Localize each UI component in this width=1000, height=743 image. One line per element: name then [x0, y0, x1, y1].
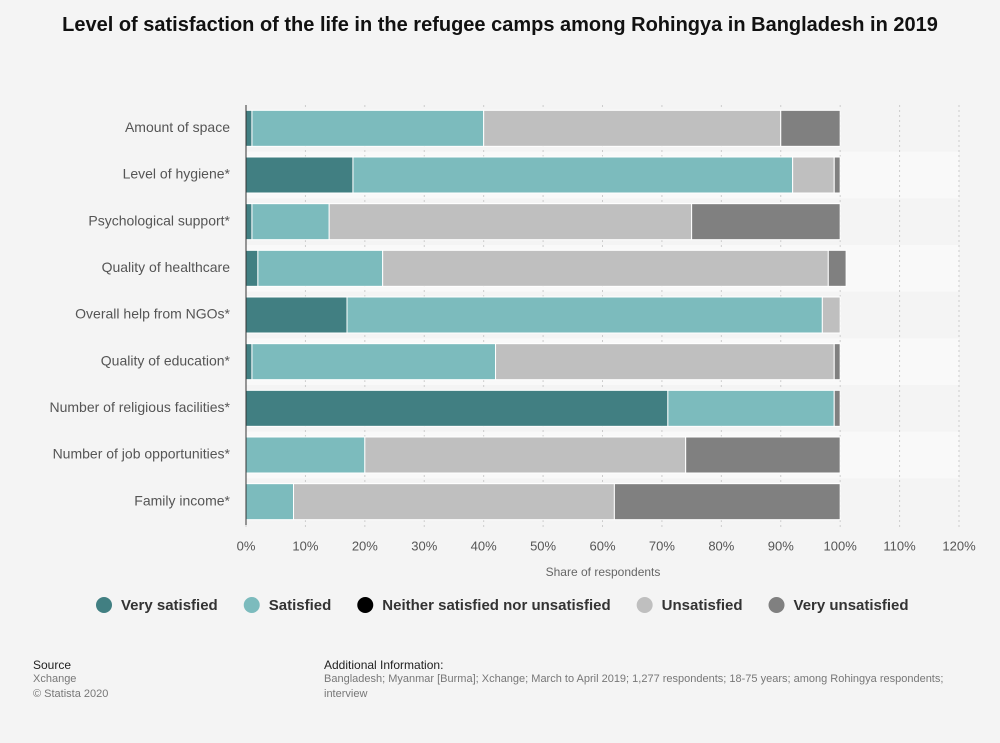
bar-segment [257, 249, 384, 287]
info: interview [324, 688, 368, 700]
x-tick-label: 80% [708, 538, 734, 553]
bar-segment [328, 203, 693, 241]
source-block: Source Xchange © Statista 2020 [33, 658, 108, 702]
y-tick-label: Number of religious facilities* [49, 399, 230, 415]
x-tick-label: 10% [292, 538, 318, 553]
y-tick-label: Quality of healthcare [102, 259, 231, 275]
legend-label: Unsatisfied [662, 597, 743, 614]
chart: Share of respondents 0% 10% 20% 30% 40% 50% 60… [49, 105, 976, 614]
bar-segment [833, 156, 841, 194]
x-tick-label: 30% [411, 538, 437, 553]
legend-label: Very unsatisfied [794, 597, 909, 614]
x-tick-label: 70% [649, 538, 675, 553]
y-tick-label: Level of hygiene* [123, 166, 231, 182]
bar-segment [245, 156, 354, 194]
legend: Very satisfied Satisfied Neither satisfied… [96, 597, 909, 614]
bar-segment [245, 389, 669, 427]
bar-segment [833, 389, 841, 427]
legend-marker [357, 597, 374, 613]
bar-segment [352, 156, 794, 194]
info: Bangladesh; Myanmar [Burma]; Xchange; Ma… [324, 673, 944, 685]
x-tick-label: 60% [589, 538, 615, 553]
legend-label: Neither satisfied nor unsatisfied [382, 597, 610, 614]
legend-marker [243, 597, 260, 613]
bar-segment [245, 483, 295, 521]
x-tick-label: 120% [942, 538, 976, 553]
source: Xchange [33, 673, 77, 685]
bar-segment [827, 249, 847, 287]
bar-segment [495, 343, 835, 381]
bar-segment [245, 436, 366, 474]
bar-segment [251, 109, 485, 147]
legend-label: Very satisfied [121, 597, 218, 614]
bar-segment [346, 296, 823, 334]
y-tick-label: Psychological support* [88, 212, 230, 228]
x-axis-label: Share of respondents [546, 565, 661, 579]
legend-label: Satisfied [269, 597, 332, 614]
bar-segment [245, 296, 348, 334]
bar-segment [483, 109, 782, 147]
y-tick-label: Overall help from NGOs* [75, 306, 230, 322]
bar-segment [821, 296, 841, 334]
bar-segment [245, 109, 253, 147]
x-tick-label: 90% [768, 538, 794, 553]
legend-marker [96, 597, 112, 613]
bar-segment [245, 203, 253, 241]
bar-segment [382, 249, 829, 287]
info-block: Additional Information: Bangladesh; Myan… [324, 658, 1000, 702]
y-tick-label: Number of job opportunities* [53, 446, 231, 462]
bar-segment [364, 436, 687, 474]
bar-segment [667, 389, 835, 427]
bar-segment [691, 203, 841, 241]
y-tick-label: Amount of space [125, 119, 230, 135]
x-tick-label: 50% [530, 538, 556, 553]
legend-marker [636, 597, 653, 613]
y-tick-label: Family income* [134, 492, 230, 508]
bar-segment [245, 249, 259, 287]
bar-segment [613, 483, 841, 521]
x-tick-label: 0% [237, 538, 256, 553]
x-tick-label: 100% [824, 538, 858, 553]
bar-segment [251, 203, 330, 241]
bar-segment [245, 343, 253, 381]
bar-segment [833, 343, 841, 381]
bar-segment [792, 156, 835, 194]
bar-segment [251, 343, 497, 381]
bar-segment [293, 483, 615, 521]
x-tick-label: 40% [471, 538, 497, 553]
x-tick-label: 20% [352, 538, 378, 553]
source-title: Source [33, 658, 72, 672]
bar-segment [780, 109, 841, 147]
y-tick-label: Quality of education* [101, 352, 231, 368]
legend-marker [768, 597, 785, 613]
info-title: Additional Information: [324, 658, 444, 672]
copyright: © Statista 2020 [33, 688, 109, 700]
x-tick-label: 110% [883, 538, 916, 553]
bar-segment [685, 436, 841, 474]
chart-title: Level of satisfaction of the life in the… [62, 14, 938, 36]
